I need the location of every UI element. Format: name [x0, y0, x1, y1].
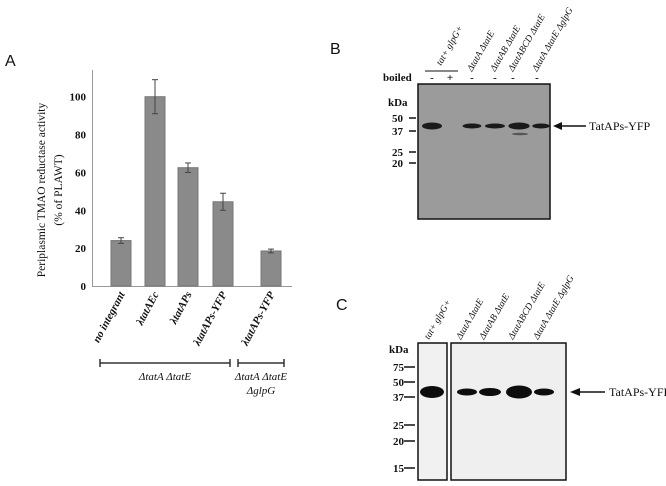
bar	[177, 167, 199, 287]
panel-label-c: C	[336, 297, 348, 314]
gel-c-left	[417, 342, 448, 481]
panel-label-b: B	[330, 41, 341, 58]
y-tick-label: 80	[75, 130, 87, 142]
x-tick-label: λtatAPs-YFP	[191, 290, 230, 349]
protein-band	[420, 386, 444, 398]
arrow-icon	[553, 122, 562, 130]
protein-band	[457, 388, 477, 396]
gel-b	[417, 83, 551, 220]
protein-band	[512, 132, 528, 136]
arrow-icon	[570, 388, 580, 396]
y-tick-label: 100	[70, 92, 87, 104]
marker-label: 50	[392, 113, 404, 125]
group-label: ΔtatA ΔtatE	[138, 371, 191, 383]
kda-label: kDa	[388, 97, 408, 109]
marker-label: 25	[393, 420, 405, 432]
protein-band	[479, 388, 501, 396]
bar	[260, 250, 282, 287]
group-label: ΔtatA ΔtatE	[234, 371, 287, 383]
protein-band	[485, 123, 505, 129]
x-tick-label: no integrant	[91, 289, 128, 345]
band-label: TatAPs-YFP	[589, 119, 650, 133]
protein-band	[534, 388, 554, 396]
y-axis-label-line1: Periplasmic TMAO reductase activity	[36, 103, 48, 278]
error-bar	[152, 79, 158, 115]
gel-c-right	[450, 342, 567, 481]
band-label: TatAPs-YFP	[609, 385, 666, 399]
marker-label: 37	[393, 392, 405, 404]
panel-label-a: A	[5, 53, 16, 70]
y-tick-label: 60	[75, 167, 87, 179]
boiled-label: boiled	[383, 72, 412, 84]
bar	[212, 201, 234, 287]
group-bracket	[237, 359, 285, 367]
x-tick-label: λtatAPs-YFP	[239, 290, 278, 349]
x-tick-label: λtatAEc	[134, 290, 162, 328]
lane-label: tat+ glpG+	[435, 24, 466, 67]
boiled-sign: -	[470, 72, 474, 84]
error-bar	[185, 162, 191, 173]
y-tick-label: 0	[81, 281, 87, 293]
error-bar	[268, 248, 274, 254]
marker-label: 15	[393, 463, 405, 475]
protein-band	[506, 385, 532, 399]
marker-label: 25	[392, 147, 404, 159]
error-bar	[220, 192, 226, 211]
error-bar	[118, 237, 124, 244]
y-axis-label-line2: (% of PLAWT)	[53, 154, 65, 225]
marker-label: 20	[392, 158, 404, 170]
x-tick-label: λtatAPs	[167, 290, 194, 327]
marker-label: 37	[392, 126, 404, 138]
group-bracket	[99, 359, 231, 367]
bar	[144, 96, 166, 287]
protein-band	[462, 123, 482, 129]
y-tick-label: 20	[75, 243, 87, 255]
marker-label: 20	[393, 436, 405, 448]
bar-chart: Periplasmic TMAO reductase activity (% o…	[36, 70, 292, 397]
group-label: ΔglpG	[246, 385, 276, 397]
kda-label: kDa	[389, 344, 409, 356]
bar	[110, 240, 132, 287]
protein-band	[508, 122, 530, 130]
boiled-sign: -	[535, 72, 539, 84]
boiled-sign: -	[430, 72, 434, 84]
marker-label: 50	[393, 377, 405, 389]
protein-band	[422, 122, 442, 130]
marker-label: 75	[393, 362, 405, 374]
protein-band	[532, 123, 550, 129]
boiled-sign: -	[493, 72, 497, 84]
blot-b: boiled kDa - + - - - -tat+ glpG+ ΔtatA ΔtatEΔt…	[383, 6, 650, 220]
boiled-sign: +	[447, 72, 453, 84]
y-tick-label: 40	[75, 205, 87, 217]
boiled-sign: -	[511, 72, 515, 84]
lane-label: tat+ glpG+	[423, 298, 454, 341]
